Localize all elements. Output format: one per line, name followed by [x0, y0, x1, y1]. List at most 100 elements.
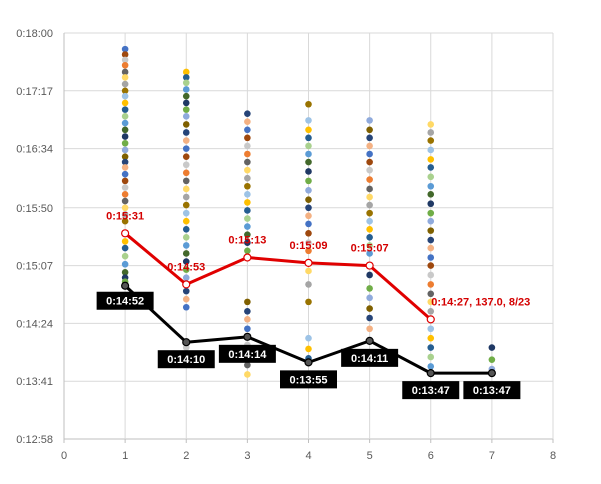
scatter-point: [121, 51, 129, 58]
black-series-marker: [487, 369, 496, 378]
scatter-point: [366, 305, 373, 312]
scatter-point: [121, 158, 129, 166]
scatter-point: [427, 290, 435, 298]
scatter-point: [244, 316, 251, 323]
scatter-point: [182, 145, 190, 152]
scatter-point: [182, 68, 190, 76]
scatter-point: [427, 182, 435, 190]
scatter-point: [121, 74, 129, 81]
scatter-point: [305, 177, 312, 185]
red-series-data-label: 0:15:07: [351, 243, 389, 255]
scatter-point: [427, 164, 435, 171]
scatter-point: [305, 126, 312, 134]
scatter-point: [427, 121, 435, 128]
scatter-point: [427, 209, 435, 217]
scatter-point: [305, 220, 312, 228]
scatter-point: [182, 201, 190, 209]
black-series-data-label: 0:14:11: [351, 353, 388, 365]
scatter-point: [427, 156, 435, 163]
red-series-line: [124, 232, 432, 321]
scatter-point: [366, 250, 373, 257]
black-series-label-box: [218, 344, 276, 363]
x-tick-label: 0: [61, 450, 67, 462]
scatter-point: [366, 134, 373, 142]
y-tick-label: 0:14:24: [16, 318, 53, 330]
scatter-point: [427, 217, 435, 225]
scatter-point: [121, 133, 129, 140]
scatter-point: [182, 169, 190, 177]
scatter-point: [366, 234, 373, 241]
red-series-data-label: 0:15:09: [290, 240, 328, 252]
scatter-point: [244, 298, 251, 306]
scatter-point: [121, 87, 129, 95]
scatter-point: [366, 225, 373, 233]
scatter-point: [244, 150, 251, 158]
scatter-point: [121, 244, 129, 252]
scatter-point: [182, 258, 190, 265]
scatter-point: [244, 174, 251, 182]
black-series-data-label: 0:13:55: [290, 374, 328, 386]
scatter-point: [182, 177, 190, 185]
scatter-point: [488, 356, 496, 363]
scatter-point: [305, 281, 312, 288]
scatter-point: [182, 303, 190, 311]
black-series-marker: [426, 369, 435, 378]
scatter-point: [427, 334, 435, 342]
scatter-point: [121, 99, 129, 107]
scatter-point: [366, 158, 373, 166]
scatter-point: [366, 193, 373, 201]
x-tick-label: 6: [428, 450, 434, 462]
scatter-point: [121, 260, 129, 268]
scatter-point: [244, 110, 251, 117]
scatter-point: [121, 146, 129, 154]
scatter-point: [121, 184, 129, 191]
scatter-point: [182, 121, 190, 128]
red-series-marker: [426, 315, 435, 324]
scatter-point: [121, 252, 129, 260]
scatter-point: [366, 209, 373, 217]
x-tick-label: 5: [367, 450, 373, 462]
scatter-point: [244, 158, 251, 166]
black-series-data-label: 0:14:14: [228, 349, 267, 361]
scatter-point: [244, 325, 251, 333]
scatter-point: [182, 209, 190, 217]
black-series-marker: [243, 332, 252, 341]
red-series-data-label: 0:15:31: [106, 210, 144, 222]
scatter-point: [427, 262, 435, 269]
x-tick-label: 7: [489, 450, 495, 462]
scatter-point: [488, 344, 496, 351]
scatter-point: [305, 158, 312, 166]
black-series-label-box: [341, 348, 399, 367]
scatter-layer: [121, 45, 496, 378]
scatter-point: [427, 363, 435, 370]
scatter-point: [427, 254, 435, 261]
scatter-point: [366, 242, 373, 249]
scatter-point: [244, 239, 251, 247]
scatter-point: [121, 191, 129, 198]
black-series-label-box: [96, 291, 154, 310]
scatter-point: [366, 150, 373, 158]
black-series-label-box: [280, 370, 337, 389]
scatter-point: [366, 117, 373, 124]
scatter-point: [121, 68, 129, 76]
y-tick-label: 0:15:07: [16, 261, 53, 273]
scatter-point: [244, 199, 251, 206]
scatter-point: [121, 119, 129, 127]
scatter-point: [182, 225, 190, 233]
scatter-point: [244, 307, 251, 315]
scatter-point: [121, 170, 129, 178]
scatter-point: [305, 334, 312, 342]
scatter-point: [121, 92, 129, 100]
scatter-point: [427, 227, 435, 234]
scatter-point: [121, 126, 129, 134]
scatter-point: [182, 161, 190, 169]
scatter-point: [121, 268, 129, 276]
scatter-point: [244, 371, 251, 378]
scatter-point: [244, 215, 251, 222]
scatter-point: [244, 142, 251, 150]
scatter-point: [182, 242, 190, 249]
scatter-point: [305, 142, 312, 150]
red-series-marker: [243, 253, 252, 262]
scatter-point: [427, 353, 435, 361]
red-series-marker: [121, 229, 130, 238]
